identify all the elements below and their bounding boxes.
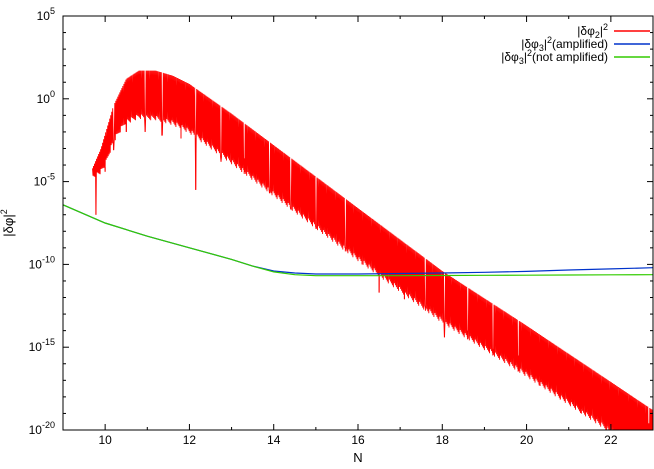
y-tick-label: 10-10 xyxy=(29,254,55,271)
y-axis-title: |δφ|2 xyxy=(0,209,16,236)
ticks-layer: 10 12 14 16 18 20 22 105 100 10-5 10-10 10-15 10-20 xyxy=(29,6,654,447)
y-tick-label: 10-15 xyxy=(29,337,55,354)
x-tick-label: 22 xyxy=(604,433,618,447)
x-tick-label: 18 xyxy=(436,433,450,447)
x-tick-label: 12 xyxy=(183,433,197,447)
x-tick-label: 14 xyxy=(267,433,281,447)
x-tick-label: 20 xyxy=(520,433,534,447)
y-tick-label: 10-20 xyxy=(29,420,55,437)
y-tick-label: 105 xyxy=(37,6,55,23)
x-axis-title: N xyxy=(353,450,362,465)
legend-label: |δφ2|2 xyxy=(577,22,608,40)
series-layer xyxy=(63,70,653,430)
y-tick-label: 100 xyxy=(37,89,55,106)
y-tick-label: 10-5 xyxy=(34,172,55,189)
legend-label: |δφ3|2(not amplified) xyxy=(501,48,608,66)
x-tick-label: 16 xyxy=(351,433,365,447)
x-tick-label: 10 xyxy=(98,433,112,447)
legend-label: |δφ3|2(amplified) xyxy=(521,35,608,53)
series-line-delta-phi2 xyxy=(92,70,653,430)
series-line-delta-phi3-not-amplified xyxy=(63,204,653,277)
legend: |δφ2|2|δφ3|2(amplified)|δφ3|2(not amplif… xyxy=(501,22,650,66)
